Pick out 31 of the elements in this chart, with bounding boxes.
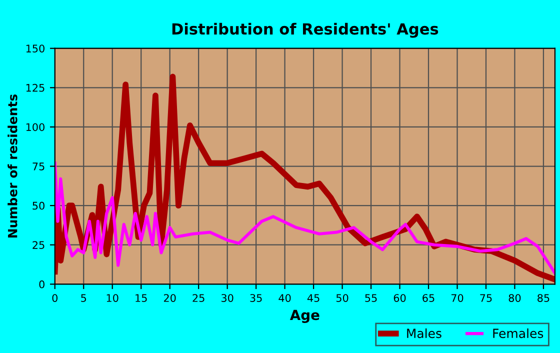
x-tick-label: 60 <box>394 294 406 302</box>
x-tick-label: 65 <box>422 294 434 302</box>
legend-label: Females <box>493 328 544 338</box>
chart-title: Distribution of Residents' Ages <box>172 22 438 38</box>
x-tick-label: 85 <box>538 294 550 302</box>
y-axis-title: Number of residents <box>8 94 18 238</box>
x-tick-label: 80 <box>508 294 521 302</box>
x-tick-label: 50 <box>336 294 348 302</box>
x-tick-label: 35 <box>250 294 262 302</box>
y-tick-label: 0 <box>39 280 44 288</box>
legend-label: Males <box>407 328 442 338</box>
x-tick-label: 5 <box>81 294 86 302</box>
x-tick-label: 55 <box>365 294 377 302</box>
x-tick-label: 25 <box>192 294 204 302</box>
x-tick-label: 20 <box>164 294 176 302</box>
x-tick-label: 75 <box>480 294 492 302</box>
line-series <box>54 162 555 275</box>
x-tick-label: 40 <box>278 294 291 302</box>
y-tick-label: 50 <box>32 202 44 210</box>
x-tick-label: 70 <box>451 294 464 302</box>
x-tick-label: 45 <box>307 294 320 302</box>
y-tick-label: 125 <box>26 84 44 92</box>
y-tick-label: 25 <box>32 241 44 249</box>
x-tick-label: 10 <box>106 294 118 302</box>
y-tick-label: 100 <box>26 123 44 132</box>
y-tick-label: 75 <box>32 162 44 170</box>
x-axis-title: Age <box>290 310 320 323</box>
x-tick-label: 15 <box>136 294 147 302</box>
y-tick-label: 150 <box>26 44 44 52</box>
x-tick-label: 30 <box>221 294 234 302</box>
x-tick-label: 0 <box>52 294 58 302</box>
